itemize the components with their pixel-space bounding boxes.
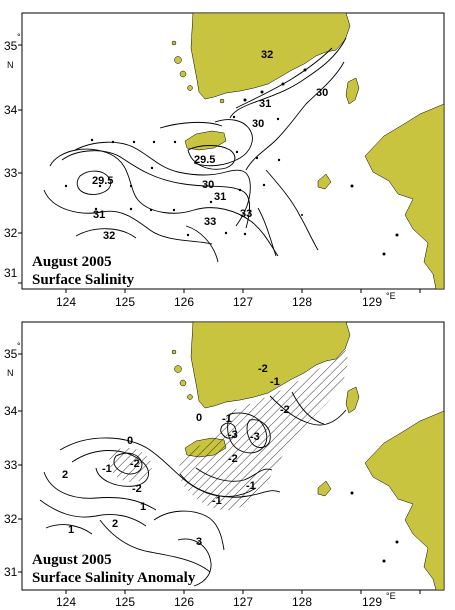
x-tick-label: 128: [292, 295, 312, 309]
salinity-map-panel: 32 31 30 30 29.5 29.5 30 31 31 32 33 33 …: [4, 12, 445, 309]
x-unit-label: °E: [386, 591, 396, 601]
jeju-island-land: [184, 130, 227, 151]
x-unit-label: °E: [386, 291, 396, 301]
korea-peninsula-land: [190, 12, 351, 100]
x-tick-label: 125: [115, 295, 135, 309]
contour-label: 31: [93, 209, 105, 221]
map-caption-title: Surface Salinity Anomaly: [32, 570, 196, 586]
tsushima-island-land: [345, 386, 360, 414]
contour-label: 1: [140, 501, 146, 513]
y-tick-label: 31: [4, 565, 18, 579]
contour-label: 2: [62, 469, 68, 481]
contour-label: -1: [102, 463, 112, 475]
anomaly-map-panel: -2 -1 0 -1 -3 -2 -3 -2 0 -1 -2 1 2 1 2 3…: [4, 321, 445, 609]
contour-label: 29.5: [92, 175, 113, 187]
y-unit-label: N: [7, 368, 14, 378]
y-axis: 35 ° N 34 33 32 31: [4, 32, 22, 284]
y-tick-label: 34: [4, 404, 18, 418]
y-tick-label: 33: [4, 458, 18, 472]
contour-label: 32: [103, 230, 115, 242]
contour-label: 1: [68, 524, 74, 536]
map-caption-title: Surface Salinity: [32, 272, 135, 288]
anomaly-contour-labels: -2 -1 0 -1 -3 -2 -3 -2 0 -1 -2 1 2 1 2 3…: [62, 363, 290, 548]
y-tick-label: 35: [4, 39, 18, 53]
contour-label: -1: [222, 413, 232, 425]
y-degree-mark: °: [17, 341, 21, 351]
x-axis: 124 125 126 127 128 129 °E: [56, 289, 421, 309]
y-tick-label: 33: [4, 166, 18, 180]
contour-label: 33: [204, 216, 216, 228]
anomaly-contours: [39, 391, 347, 587]
x-tick-label: 124: [56, 595, 76, 609]
x-tick-label: 124: [56, 295, 76, 309]
contour-label: -2: [280, 404, 290, 416]
x-tick-label: 125: [115, 595, 135, 609]
station-points: [64, 115, 281, 237]
x-tick-label: 128: [292, 595, 312, 609]
y-axis: 35 ° N 34 33 32 31: [4, 341, 22, 579]
kyushu-land: [364, 410, 445, 591]
x-tick-label: 127: [233, 595, 253, 609]
korea-peninsula-land: [190, 321, 351, 409]
tsushima-island-land: [345, 77, 360, 105]
y-tick-label: 34: [4, 103, 18, 117]
contour-label: -1: [212, 495, 222, 507]
y-degree-mark: °: [17, 32, 21, 42]
y-tick-label: 31: [4, 266, 18, 280]
x-tick-label: 129: [362, 295, 382, 309]
y-tick-label: 32: [4, 226, 18, 240]
x-axis: 124 125 126 127 128 129 °E: [56, 590, 421, 609]
contour-label: 29.5: [194, 154, 215, 166]
salinity-contour-labels: 32 31 30 30 29.5 29.5 30 31 31 32 33 33: [92, 49, 328, 242]
kyushu-land: [364, 103, 445, 290]
goto-island-land: [317, 480, 332, 497]
contour-label: -2: [132, 483, 142, 495]
y-unit-label: N: [7, 60, 14, 70]
contour-label: 0: [196, 412, 202, 424]
x-tick-label: 129: [362, 595, 382, 609]
contour-label: -3: [250, 431, 260, 443]
contour-label: 32: [261, 49, 273, 61]
salinity-contours: [43, 37, 347, 263]
contour-label: -2: [228, 453, 238, 465]
contour-label: 30: [316, 87, 328, 99]
contour-label: 0: [127, 435, 133, 447]
map-caption-date: August 2005: [32, 254, 112, 270]
y-tick-label: 35: [4, 347, 18, 361]
y-tick-label: 32: [4, 512, 18, 526]
contour-label: 30: [202, 179, 214, 191]
x-tick-label: 126: [174, 595, 194, 609]
contour-label: -1: [270, 376, 280, 388]
contour-label: -2: [258, 363, 268, 375]
contour-label: -3: [228, 429, 238, 441]
contour-label: 2: [112, 518, 118, 530]
contour-label: 31: [214, 191, 226, 203]
contour-label: 31: [259, 98, 271, 110]
contour-label: -2: [130, 458, 140, 470]
coastal-islands: [171, 349, 399, 563]
negative-anomaly-hatching: [179, 350, 348, 511]
map-caption-date: August 2005: [32, 552, 112, 568]
contour-label: 30: [252, 118, 264, 130]
contour-label: 33: [240, 208, 252, 220]
x-tick-label: 126: [174, 295, 194, 309]
contour-label: 3: [196, 536, 202, 548]
contour-label: -1: [246, 480, 256, 492]
x-tick-label: 127: [233, 295, 253, 309]
goto-island-land: [317, 173, 332, 190]
negative-anomaly-hatching: [109, 447, 152, 482]
